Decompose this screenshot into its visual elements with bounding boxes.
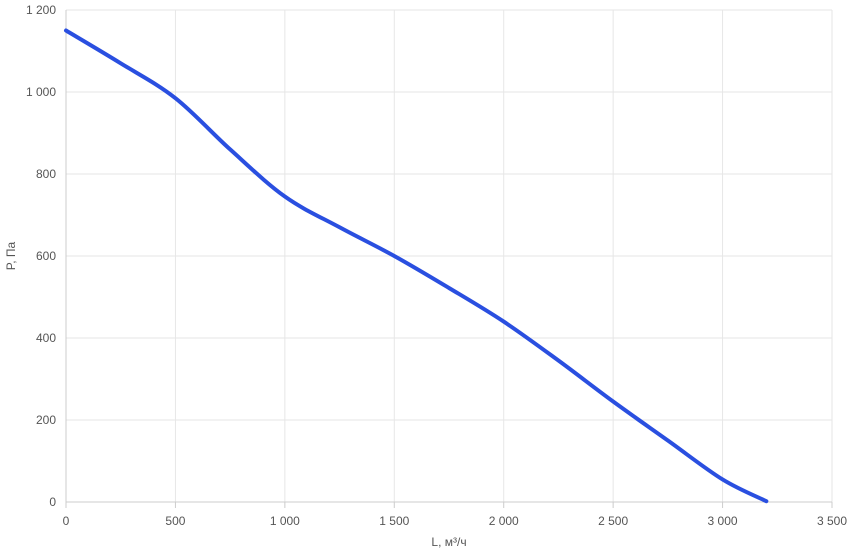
x-axis-label: L, м³/ч: [431, 535, 466, 549]
x-tick-label: 3 000: [708, 514, 738, 528]
y-tick-label: 1 200: [26, 3, 56, 17]
x-tick-label: 3 500: [817, 514, 847, 528]
y-tick-label: 400: [36, 331, 56, 345]
x-axis-ticks: 0 500 1 000 1 500 2 000 2 500 3 000 3 500: [63, 502, 847, 528]
series-line: [64, 28, 769, 504]
x-tick-label: 2 500: [598, 514, 628, 528]
y-tick-label: 200: [36, 413, 56, 427]
y-tick-label: 0: [49, 495, 56, 509]
y-axis-label: P, Па: [4, 241, 18, 270]
x-tick-label: 1 500: [379, 514, 409, 528]
y-tick-label: 600: [36, 249, 56, 263]
x-tick-label: 1 000: [270, 514, 300, 528]
x-tick-label: 0: [63, 514, 70, 528]
x-tick-label: 2 000: [489, 514, 519, 528]
y-tick-label: 800: [36, 167, 56, 181]
grid: [66, 9, 833, 502]
x-tick-label: 500: [165, 514, 185, 528]
y-tick-label: 1 000: [26, 85, 56, 99]
y-axis-ticks: 0 200 400 600 800 1 000 1 200: [26, 3, 56, 509]
axes: [65, 10, 832, 503]
series-group: [64, 28, 769, 504]
